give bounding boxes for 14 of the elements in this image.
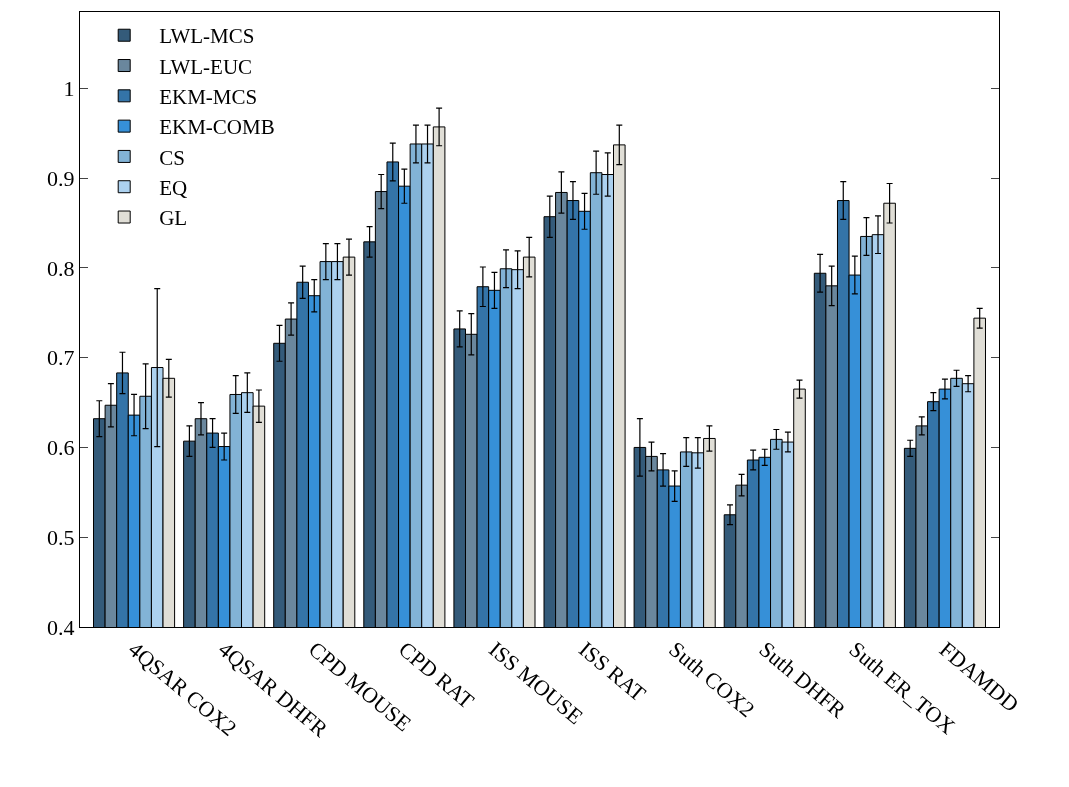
legend-label: LWL-MCS bbox=[159, 24, 255, 49]
legend-label: EKM-MCS bbox=[159, 85, 258, 110]
legend-label: EKM-COMB bbox=[159, 115, 275, 140]
legend-label: EQ bbox=[159, 175, 188, 200]
y-tick-label: 0.5 bbox=[47, 524, 75, 550]
legend-label: CS bbox=[159, 145, 185, 170]
y-tick-label: 0.8 bbox=[47, 255, 75, 281]
y-tick-label: 0.7 bbox=[47, 345, 75, 371]
legend-label: LWL-EUC bbox=[159, 54, 253, 79]
y-tick-label: 0.4 bbox=[47, 614, 75, 640]
y-tick-label: 0.6 bbox=[47, 435, 75, 461]
y-tick-label: 1 bbox=[63, 76, 75, 102]
y-tick-label: 0.9 bbox=[47, 165, 75, 191]
legend-label: GL bbox=[159, 206, 188, 231]
